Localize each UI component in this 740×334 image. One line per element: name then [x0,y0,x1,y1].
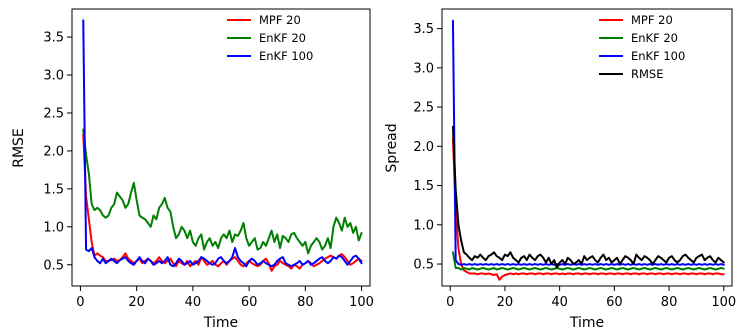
spread-y-tick-label: 2.5 [413,101,434,116]
rmse-plot-area [71,8,371,287]
spread-y-tick-label: 2.0 [413,140,434,155]
rmse-x-tick-label: 100 [349,295,374,310]
spread-axis-ticks: 0 20 40 60 80 100 0.5 1.0 1.5 2.0 2.5 3.0 3.5 [413,22,736,310]
rmse-x-axis-label: Time [203,315,238,331]
spread-legend-label: EnKF 20 [631,31,678,45]
rmse-legend-label: EnKF 20 [259,31,306,45]
rmse-x-tick-label: 40 [185,295,202,310]
rmse-x-tick-label: 0 [76,295,84,310]
spread-legend: MPF 20 EnKF 20 EnKF 100 RMSE [599,13,685,81]
spread-y-tick-label: 1.0 [413,218,434,233]
rmse-x-tick-label: 60 [241,295,258,310]
spread-x-axis-label: Time [569,315,604,331]
spread-x-tick-label: 100 [711,295,736,310]
spread-y-tick-label: 3.5 [413,22,434,37]
rmse-series-line-enkf-20 [82,128,363,255]
rmse-chart-panel: 0 20 40 60 80 100 0.5 1.0 1.5 2.0 2.5 3.0 3.5 Time R… [11,8,374,331]
spread-chart-panel: 0 20 40 60 80 100 0.5 1.0 1.5 2.0 2.5 3.0 3.5 Time S… [384,8,736,331]
spread-y-tick-label: 0.5 [413,258,434,273]
rmse-legend: MPF 20 EnKF 20 EnKF 100 [227,13,313,63]
rmse-axis-ticks: 0 20 40 60 80 100 0.5 1.0 1.5 2.0 2.5 3.0 3.5 [43,31,374,310]
rmse-y-axis-label: RMSE [11,128,27,168]
rmse-legend-label: EnKF 100 [259,49,313,63]
spread-y-tick-label: 3.0 [413,61,434,76]
rmse-y-tick-label: 1.0 [43,220,64,235]
spread-plot-area [441,8,733,287]
rmse-y-tick-label: 0.5 [43,258,64,273]
spread-legend-label: EnKF 100 [631,49,685,63]
rmse-y-tick-label: 3.0 [43,69,64,84]
rmse-series-line-enkf-100 [82,19,363,268]
spread-series-line-rmse [451,125,725,269]
rmse-series-line-mpf-20 [82,133,363,272]
rmse-y-tick-label: 1.5 [43,182,64,197]
rmse-y-tick-label: 3.5 [43,31,64,46]
rmse-series-group [82,19,363,272]
spread-x-tick-label: 20 [497,295,514,310]
rmse-x-tick-label: 80 [297,295,314,310]
spread-series-line-enkf-100 [451,19,725,266]
spread-series-line-enkf-20 [451,251,725,271]
spread-x-tick-label: 80 [661,295,678,310]
spread-x-tick-label: 60 [606,295,623,310]
rmse-legend-label: MPF 20 [259,13,301,27]
spread-series-line-mpf-20 [451,137,725,281]
spread-legend-label: RMSE [631,67,663,81]
spread-x-tick-label: 40 [551,295,568,310]
rmse-y-tick-label: 2.0 [43,144,64,159]
rmse-y-tick-label: 2.5 [43,106,64,121]
spread-x-tick-label: 0 [446,295,454,310]
spread-series-group [451,19,725,281]
spread-legend-label: MPF 20 [631,13,673,27]
spread-y-tick-label: 1.5 [413,179,434,194]
rmse-x-tick-label: 20 [128,295,145,310]
spread-y-axis-label: Spread [384,123,400,172]
